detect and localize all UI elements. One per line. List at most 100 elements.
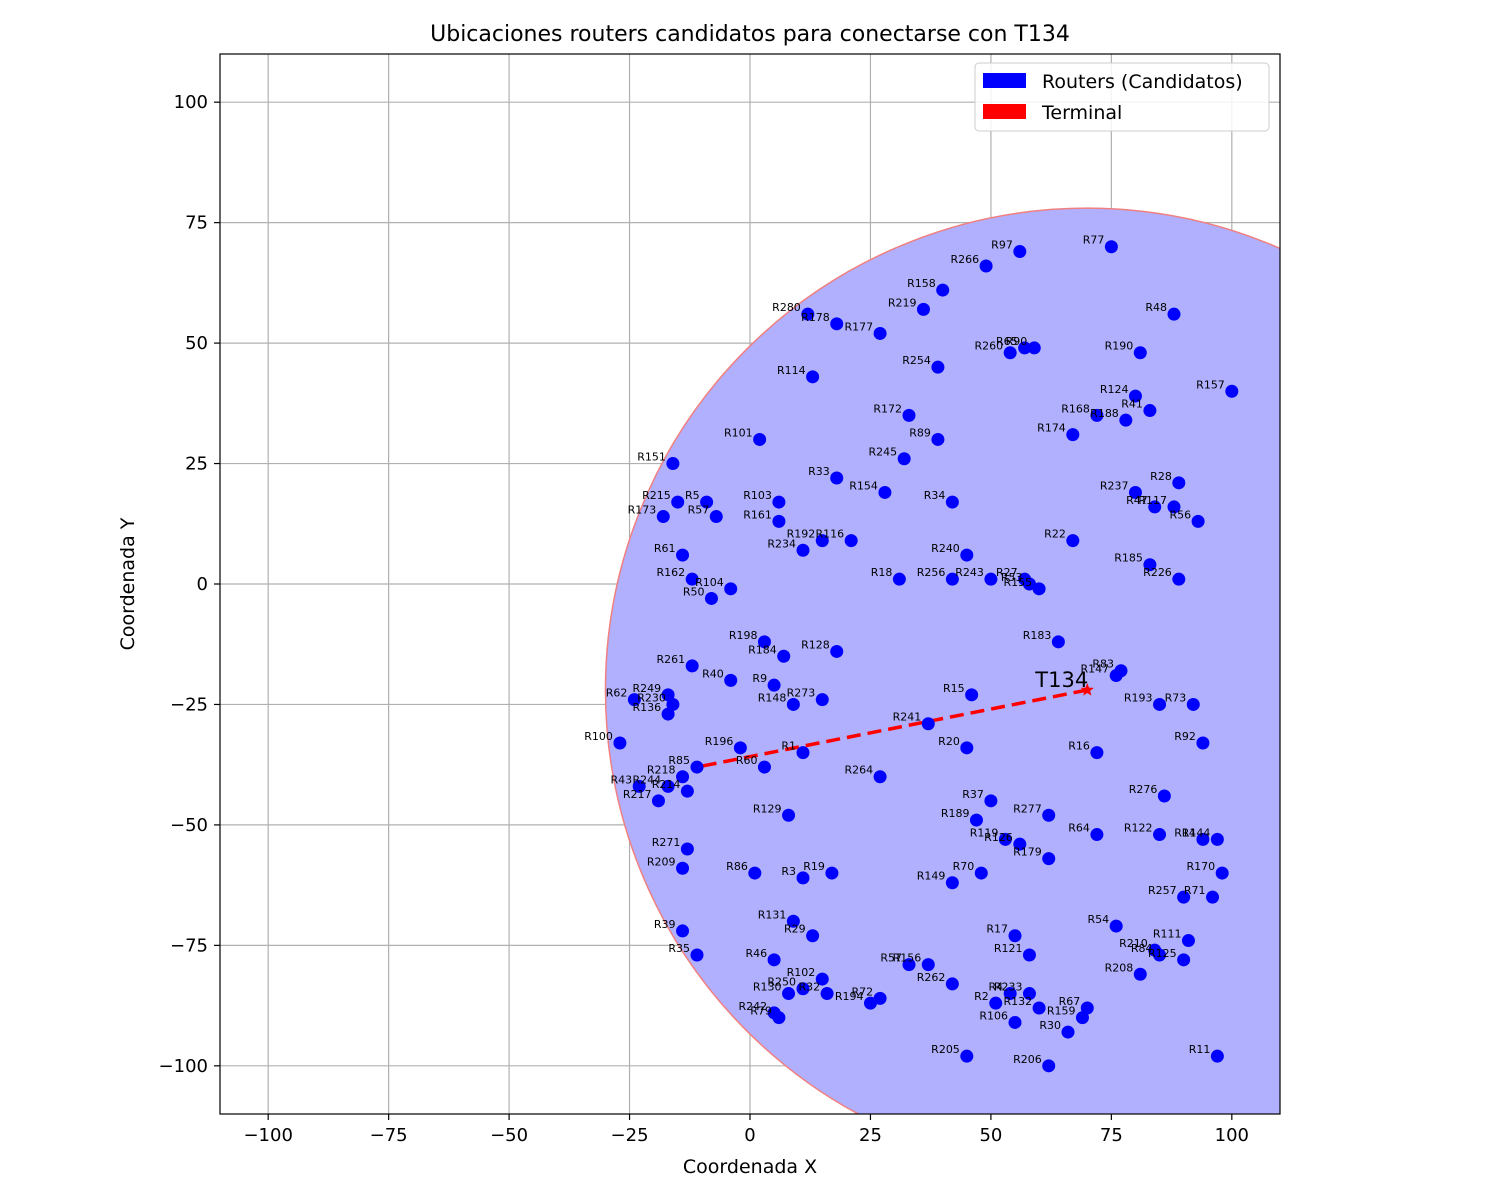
- router-label: R190: [1105, 340, 1134, 353]
- router-label: R85: [668, 754, 690, 767]
- router-point: [772, 495, 786, 509]
- router-label: R264: [844, 764, 873, 777]
- router-point: [724, 582, 738, 596]
- router-point: [1003, 987, 1017, 1001]
- chart-title: Ubicaciones routers candidatos para cone…: [430, 22, 1070, 47]
- router-point: [897, 452, 911, 466]
- router-label: R276: [1129, 783, 1158, 796]
- router-point: [1008, 1015, 1022, 1029]
- router-point: [1210, 1049, 1224, 1063]
- legend-box: [974, 62, 1270, 132]
- router-label: R131: [758, 908, 787, 921]
- router-point: [676, 548, 690, 562]
- router-label: R250: [767, 976, 796, 989]
- router-label: R132: [1003, 995, 1032, 1008]
- router-label: R262: [917, 971, 946, 984]
- router-label: R62: [606, 687, 628, 700]
- router-label: R243: [955, 566, 984, 579]
- router-point: [815, 534, 829, 548]
- y-tick-label: 75: [185, 213, 208, 234]
- router-point: [931, 432, 945, 446]
- router-label: R46: [745, 947, 767, 960]
- router-label: R257: [1148, 884, 1177, 897]
- router-point: [1090, 746, 1104, 760]
- router-label: R57: [880, 952, 902, 965]
- router-point: [1210, 832, 1224, 846]
- router-label: R53: [1001, 571, 1023, 584]
- router-point: [815, 693, 829, 707]
- router-point: [945, 977, 959, 991]
- y-tick-label: −100: [159, 1056, 208, 1077]
- y-tick-label: 0: [197, 574, 208, 595]
- x-tick-label: −75: [370, 1125, 408, 1146]
- router-point: [1196, 832, 1210, 846]
- router-label: R185: [1114, 552, 1143, 565]
- router-point: [1181, 934, 1195, 948]
- router-point: [772, 514, 786, 528]
- router-point: [998, 832, 1012, 846]
- router-label: R35: [668, 942, 690, 955]
- router-point: [902, 408, 916, 422]
- router-label: R188: [1090, 407, 1119, 420]
- router-label: R178: [801, 311, 830, 324]
- router-label: R245: [869, 446, 898, 459]
- router-point: [1080, 1001, 1094, 1015]
- router-label: R47: [1126, 494, 1148, 507]
- router-label: R121: [994, 942, 1023, 955]
- router-point: [931, 360, 945, 374]
- router-point: [1066, 428, 1080, 442]
- router-label: R241: [893, 711, 922, 724]
- router-label: R240: [931, 542, 960, 555]
- router-point: [786, 697, 800, 711]
- router-label: R18: [871, 566, 893, 579]
- router-point: [989, 996, 1003, 1010]
- router-label: R11: [1189, 1043, 1211, 1056]
- router-label: R33: [808, 465, 830, 478]
- router-label: R77: [1083, 234, 1105, 247]
- router-label: R184: [748, 643, 777, 656]
- router-label: R156: [893, 952, 922, 965]
- y-tick-label: 100: [174, 92, 208, 113]
- router-label: R149: [917, 870, 946, 883]
- router-point: [777, 649, 791, 663]
- router-label: R170: [1187, 860, 1216, 873]
- x-tick-label: −100: [243, 1125, 292, 1146]
- router-point: [1143, 558, 1157, 572]
- router-label: R151: [637, 451, 666, 464]
- router-label: R266: [950, 253, 979, 266]
- y-tick-label: 25: [185, 454, 208, 475]
- router-point: [685, 572, 699, 586]
- router-point: [632, 779, 646, 793]
- y-tick-label: −50: [170, 815, 208, 836]
- router-point: [661, 707, 675, 721]
- router-point: [666, 697, 680, 711]
- router-label: R256: [917, 566, 946, 579]
- router-label: R198: [729, 629, 758, 642]
- router-label: R56: [1169, 508, 1191, 521]
- router-point: [863, 996, 877, 1010]
- router-label: R218: [647, 764, 676, 777]
- router-label: R177: [844, 320, 873, 333]
- router-label: R90: [1006, 335, 1028, 348]
- router-label: R219: [888, 296, 917, 309]
- router-label: R89: [909, 426, 931, 439]
- legend-label-terminal: Terminal: [1041, 102, 1122, 124]
- router-label: R104: [695, 576, 724, 589]
- router-point: [830, 317, 844, 331]
- y-tick-label: 50: [185, 333, 208, 354]
- router-point: [1172, 572, 1186, 586]
- router-point: [921, 717, 935, 731]
- x-tick-label: −50: [490, 1125, 528, 1146]
- router-point: [704, 591, 718, 605]
- router-point: [767, 953, 781, 967]
- router-point: [1177, 953, 1191, 967]
- router-label: R22: [1044, 528, 1066, 541]
- router-label: R136: [632, 701, 661, 714]
- terminal-marker: [1080, 683, 1094, 696]
- router-point: [801, 307, 815, 321]
- router-label: R271: [652, 836, 681, 849]
- router-point: [786, 914, 800, 928]
- router-label: R208: [1105, 961, 1134, 974]
- router-point: [1075, 1011, 1089, 1025]
